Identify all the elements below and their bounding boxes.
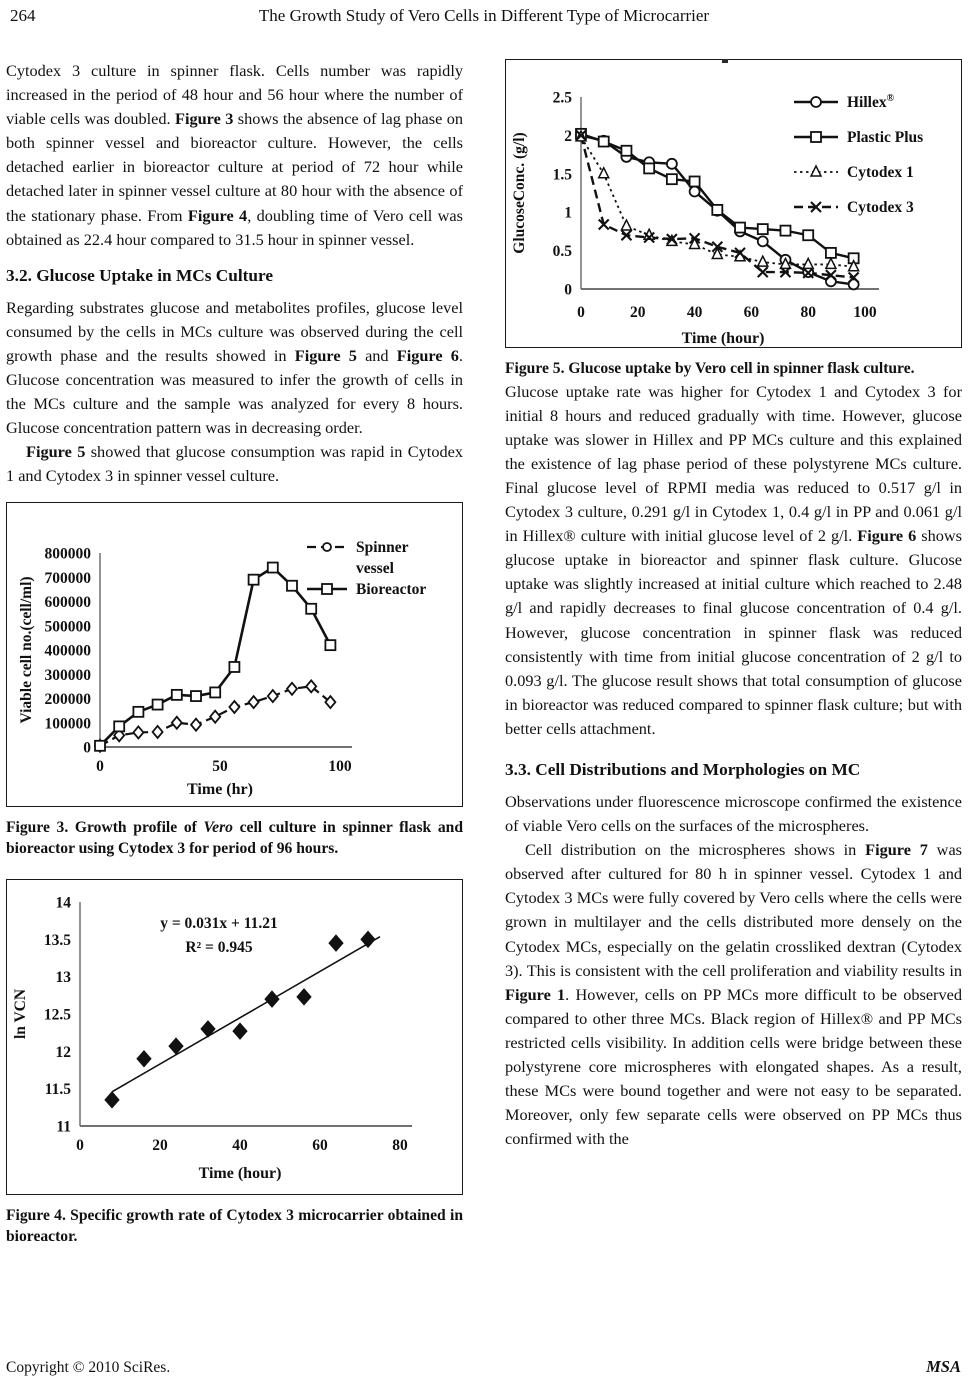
svg-text:700000: 700000 [45, 569, 92, 586]
svg-text:1: 1 [564, 205, 572, 222]
journal-abbrev: MSA [926, 1357, 961, 1376]
svg-text:500000: 500000 [45, 618, 92, 635]
svg-text:0.5: 0.5 [553, 243, 573, 260]
svg-text:400000: 400000 [45, 642, 92, 659]
paragraph-cell-distribution: Cell distribution on the microspheres sh… [505, 840, 963, 1149]
svg-text:2.5: 2.5 [553, 90, 573, 107]
svg-text:14: 14 [56, 894, 72, 911]
svg-text:13.5: 13.5 [44, 932, 71, 949]
copyright-text: Copyright © 2010 SciRes. [6, 1359, 171, 1376]
svg-text:20: 20 [152, 1137, 168, 1154]
svg-text:1.5: 1.5 [553, 166, 573, 183]
figure-4-caption: Figure 4. Specific growth rate of Cytode… [6, 1206, 463, 1246]
svg-text:Spinner: Spinner [356, 539, 409, 556]
paragraph-figure5-intro: Figure 5 showed that glucose consumption… [6, 442, 463, 486]
page-number: 264 [10, 6, 36, 25]
paragraph-glucose-uptake-intro: Regarding substrates glucose and metabol… [6, 297, 463, 438]
svg-text:50: 50 [212, 758, 228, 775]
scan-artifact-mark [722, 59, 728, 63]
figure-5-box: 0 20 40 60 80 100 0 0.5 1 1.5 2 2.5 Time (hour) Gluco… [505, 59, 962, 348]
page-header: 264 The Growth Study of Vero Cells in Di… [6, 6, 962, 32]
page-title: The Growth Study of Vero Cells in Differ… [258, 6, 710, 25]
svg-text:vessel: vessel [356, 560, 395, 577]
svg-text:40: 40 [232, 1137, 248, 1154]
svg-text:Viable cell no.(cell/ml): Viable cell no.(cell/ml) [18, 576, 35, 723]
svg-text:600000: 600000 [45, 594, 92, 611]
svg-text:100: 100 [328, 758, 352, 775]
figure-5-caption: Figure 5. Glucose uptake by Vero cell in… [505, 360, 915, 377]
svg-text:y = 0.031x + 11.21: y = 0.031x + 11.21 [160, 915, 278, 932]
section-heading-3-2: 3.2. Glucose Uptake in MCs Culture [6, 265, 274, 285]
svg-text:80: 80 [392, 1137, 408, 1154]
svg-text:Plastic Plus: Plastic Plus [847, 129, 923, 146]
svg-text:80: 80 [800, 304, 816, 321]
svg-text:300000: 300000 [45, 666, 92, 683]
svg-text:2: 2 [564, 128, 572, 145]
glucose-uptake-chart: 0 20 40 60 80 100 0 0.5 1 1.5 2 2.5 Time (hour) Gluco… [511, 90, 923, 348]
svg-text:Time (hr): Time (hr) [187, 781, 253, 798]
svg-text:800000: 800000 [45, 545, 92, 562]
svg-text:60: 60 [312, 1137, 328, 1154]
svg-text:13: 13 [56, 969, 72, 986]
svg-text:0: 0 [577, 304, 585, 321]
svg-text:Time (hour): Time (hour) [682, 330, 765, 347]
svg-text:R² = 0.945: R² = 0.945 [185, 939, 253, 956]
svg-text:11: 11 [56, 1118, 71, 1135]
figure-3-box: 0 50 100 0 100000 200000 300000 400000 500000 600… [6, 501, 463, 807]
page-footer: Copyright © 2010 SciRes. MSA [6, 1357, 961, 1377]
svg-text:Time (hour): Time (hour) [199, 1165, 282, 1182]
left-column: Cytodex 3 culture in spinner flask. Cell… [6, 59, 463, 1248]
paragraph-cytodex-culture: Cytodex 3 culture in spinner flask. Cell… [6, 61, 464, 249]
svg-text:12: 12 [56, 1044, 72, 1061]
figure-3-caption: Figure 3. Growth profile of Vero cell cu… [6, 818, 463, 858]
section-heading-3-3: 3.3. Cell Distributions and Morphologies… [505, 760, 861, 779]
two-column-body: Cytodex 3 culture in spinner flask. Cell… [6, 59, 962, 1248]
svg-text:11.5: 11.5 [45, 1081, 72, 1098]
svg-text:Cytodex 3: Cytodex 3 [847, 199, 914, 216]
svg-text:GlucoseConc. (g/l): GlucoseConc. (g/l) [511, 132, 528, 253]
svg-text:200000: 200000 [45, 691, 92, 708]
svg-text:20: 20 [630, 304, 646, 321]
svg-text:100: 100 [853, 304, 877, 321]
svg-text:40: 40 [687, 304, 703, 321]
svg-text:0: 0 [96, 758, 104, 775]
paragraph-glucose-results: Glucose uptake rate was higher for Cytod… [505, 381, 962, 738]
figure-4-box: 0 20 40 60 80 11 11.5 12 12.5 13 13.5 14 Time (hour)… [6, 878, 463, 1195]
specific-growth-rate-chart: 0 20 40 60 80 11 11.5 12 12.5 13 13.5 14 Time (hour)… [12, 894, 412, 1182]
svg-text:0: 0 [76, 1137, 84, 1154]
svg-text:Hillex®: Hillex® [847, 93, 895, 111]
svg-text:ln VCN: ln VCN [12, 989, 29, 1039]
svg-text:12.5: 12.5 [44, 1006, 71, 1023]
svg-text:60: 60 [744, 304, 760, 321]
svg-text:Bioreactor: Bioreactor [356, 581, 426, 598]
svg-text:100000: 100000 [45, 715, 92, 732]
growth-profile-chart: 0 50 100 0 100000 200000 300000 400000 500000 600… [18, 539, 426, 798]
svg-text:Cytodex 1: Cytodex 1 [847, 164, 914, 181]
paragraph-observations: Observations under fluorescence microsco… [505, 792, 962, 836]
right-column: 0 20 40 60 80 100 0 0.5 1 1.5 2 2.5 Time (hour) Gluco… [505, 59, 962, 1248]
svg-text:0: 0 [564, 282, 572, 299]
svg-text:0: 0 [83, 739, 91, 756]
